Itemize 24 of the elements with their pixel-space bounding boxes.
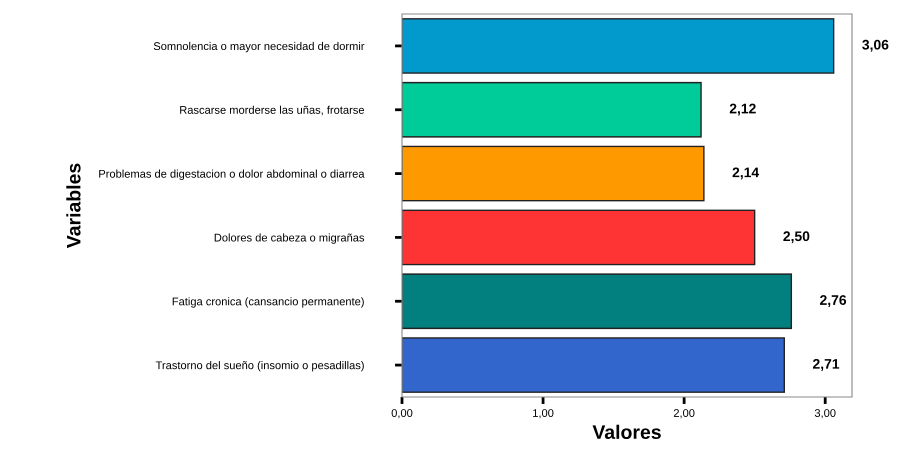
x-tick-label: 1,00 (533, 409, 554, 418)
data-label: 3,06 (862, 40, 888, 52)
x-tick-label: 3,00 (814, 409, 836, 418)
y-tick-label: Problemas de digestacion o dolor abdominal o diarrea (99, 170, 365, 180)
x-axis-title: Valores (592, 424, 661, 439)
data-label: 2,14 (732, 167, 760, 180)
bar (402, 337, 785, 393)
bar (402, 273, 792, 330)
y-tick-label: Trastorno del sueño (insomio o pesadillas) (156, 361, 364, 372)
y-axis-title: Variables (66, 164, 81, 248)
bar (402, 82, 702, 138)
data-label: 2,12 (730, 104, 756, 116)
y-tick-label: Somnolencia o mayor necesidad de dormir (154, 42, 364, 52)
data-label: 2,76 (820, 295, 846, 307)
bar (402, 210, 756, 266)
data-label: 2,71 (812, 358, 840, 371)
x-tick-label: 2,00 (674, 409, 695, 418)
x-tick-label: 0,00 (392, 409, 412, 418)
y-tick-label: Fatiga cronica (cansancio permanente) (172, 297, 364, 308)
bar (402, 146, 705, 202)
bar (402, 18, 834, 74)
y-tick-label: Dolores de cabeza o migrañas (214, 233, 364, 244)
data-label: 2,50 (783, 231, 810, 244)
y-tick-label: Rascarse morderse las uñas, frotarse (180, 106, 364, 116)
